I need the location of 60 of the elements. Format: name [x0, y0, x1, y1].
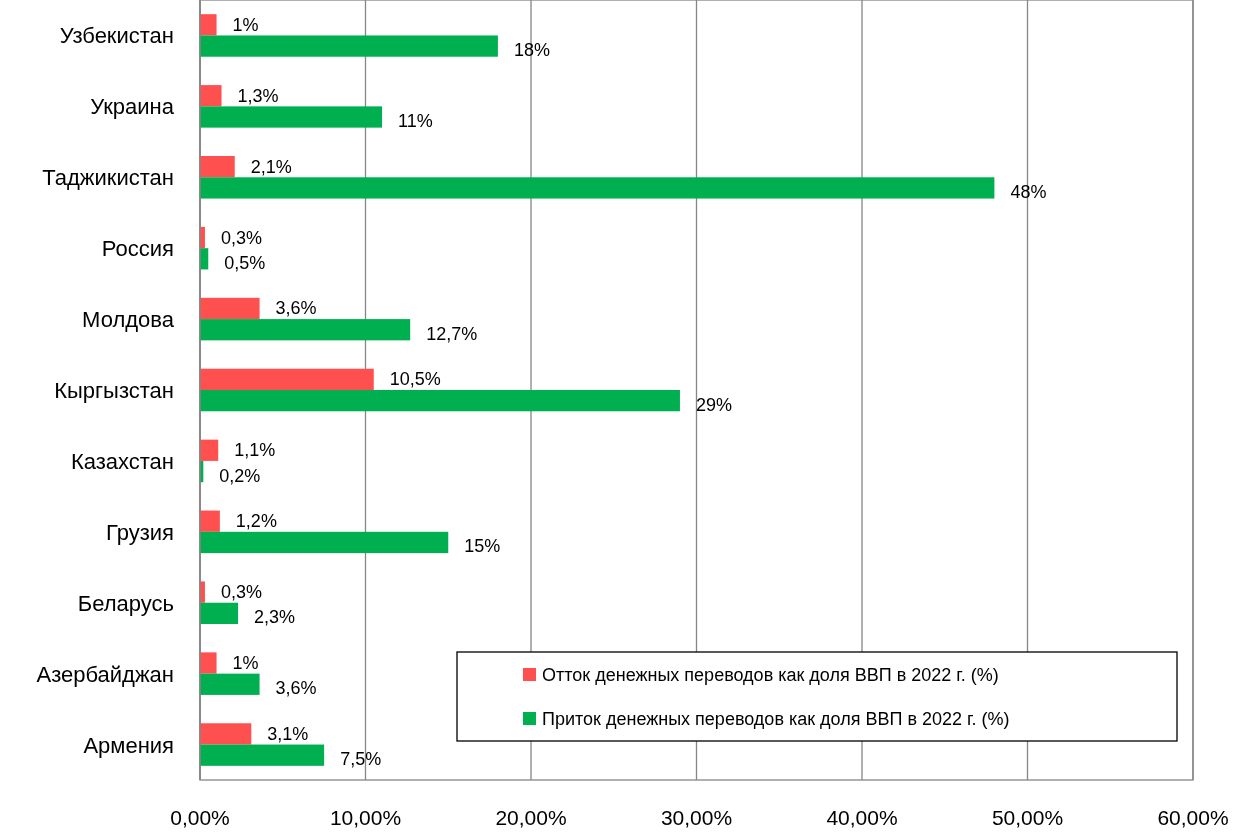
data-label: 18%: [513, 40, 550, 61]
data-label: 11%: [398, 111, 433, 131]
x-tick-label: 50,00%: [991, 806, 1064, 829]
data-label: 3,6%: [275, 298, 317, 319]
x-tick-label: 60,00%: [1157, 806, 1229, 829]
bar: [200, 156, 235, 178]
data-label: 2,1%: [250, 156, 292, 177]
bar: [200, 106, 383, 128]
y-tick-label: Молдова: [82, 307, 175, 333]
data-label: 29%: [695, 394, 732, 415]
bar: [200, 744, 325, 766]
y-tick-label: Кыргызстан: [54, 378, 174, 403]
bar: [200, 673, 260, 695]
data-label: 2,3%: [254, 607, 296, 628]
bar: [200, 368, 374, 390]
x-tick-label: 40,00%: [826, 806, 898, 829]
y-tick-label: Казахстан: [70, 448, 174, 474]
data-label: 0,5%: [224, 252, 266, 273]
bar: [200, 390, 680, 412]
y-tick-label: Таджикистан: [42, 165, 174, 191]
y-tick-label: Армения: [83, 732, 174, 758]
y-tick-label: Украина: [90, 94, 175, 120]
data-label: 1,1%: [234, 440, 276, 461]
bar: [200, 652, 217, 674]
x-tick-label: 20,00%: [495, 806, 567, 829]
x-tick-label: 0,00%: [170, 806, 230, 829]
data-label: 1,2%: [235, 511, 277, 532]
legend-label: Отток денежных переводов как доля ВВП в 2022 г. (%): [542, 665, 999, 685]
bar: [200, 14, 217, 36]
data-label: 3,1%: [267, 723, 309, 744]
bar: [200, 85, 222, 107]
data-label: 0,2%: [219, 465, 261, 486]
x-tick-label: 10,00%: [329, 806, 402, 829]
data-label: 3,6%: [275, 678, 317, 699]
y-tick-label: Азербайджан: [36, 661, 174, 687]
data-label: 48%: [1010, 181, 1047, 202]
data-label: 1,3%: [237, 85, 279, 106]
bar: [200, 723, 252, 745]
y-tick-label: Беларусь: [77, 590, 174, 616]
y-tick-label: Россия: [101, 236, 174, 262]
y-tick-label: Грузия: [106, 519, 174, 545]
bar: [200, 177, 995, 199]
bar: [200, 602, 239, 624]
bar: [200, 319, 411, 341]
data-label: 0,3%: [220, 582, 262, 603]
legend-label: Приток денежных переводов как доля ВВП в 2022 г. (%): [542, 709, 1010, 729]
bar: [200, 297, 260, 320]
bar: [200, 439, 219, 461]
data-label: 15%: [464, 536, 501, 557]
bar: [200, 510, 220, 532]
y-tick-label: Узбекистан: [59, 23, 174, 49]
x-tick-label: 30,00%: [660, 806, 733, 829]
data-label: 1%: [232, 14, 259, 35]
data-label: 7,5%: [340, 749, 382, 770]
data-label: 1%: [232, 653, 259, 673]
data-label: 0,3%: [220, 227, 262, 248]
data-label: 10,5%: [389, 369, 441, 390]
data-label: 12,7%: [426, 323, 478, 344]
bar: [200, 35, 498, 57]
bar: [200, 531, 449, 554]
